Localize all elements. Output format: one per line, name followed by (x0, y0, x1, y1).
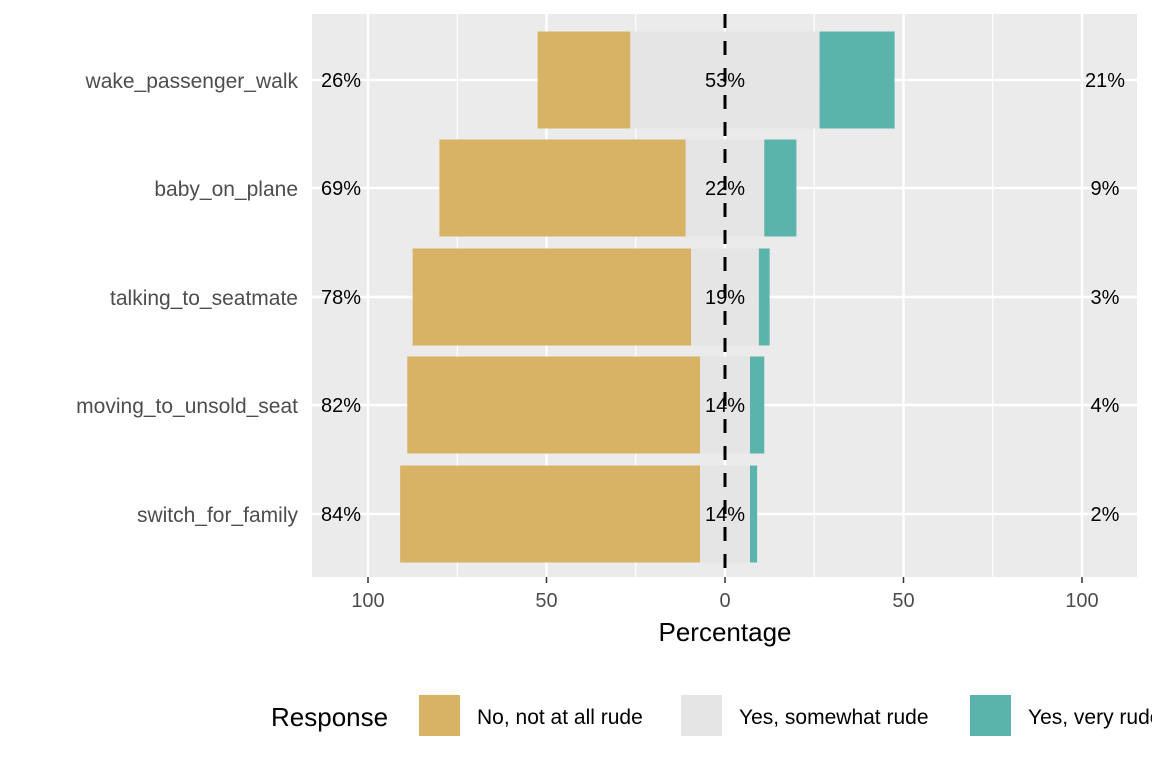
category-label: moving_to_unsold_seat (76, 395, 298, 418)
bar-no-not-rude (412, 248, 692, 346)
bars (400, 31, 895, 563)
x-tick-label: 100 (1065, 590, 1098, 612)
label-no-not-rude: 26% (321, 70, 361, 92)
legend-label: Yes, somewhat rude (739, 706, 929, 729)
x-tick-label: 50 (892, 590, 914, 612)
label-very-rude: 3% (1091, 287, 1120, 309)
percent-labels: 26% 53% 21% 69% 22% 9% 78% 19% 3% 82% 14% 4% 84% 14% 2… (321, 70, 1125, 526)
label-very-rude: 21% (1085, 70, 1125, 92)
label-somewhat-rude: 53% (705, 70, 745, 92)
label-somewhat-rude: 14% (705, 504, 745, 526)
category-label: talking_to_seatmate (110, 287, 298, 310)
label-very-rude: 9% (1091, 178, 1120, 200)
x-axis-title: Percentage (659, 617, 792, 647)
label-very-rude: 4% (1091, 395, 1120, 417)
x-tick-label: 100 (351, 590, 384, 612)
category-labels: wake_passenger_walk baby_on_plane talking_… (76, 70, 298, 527)
legend-key (968, 693, 1013, 738)
label-somewhat-rude: 14% (705, 395, 745, 417)
bar-no-not-rude (400, 465, 701, 563)
label-somewhat-rude: 19% (705, 287, 745, 309)
x-tick-label: 0 (719, 590, 730, 612)
label-very-rude: 2% (1091, 504, 1120, 526)
legend: Response No, not at all rude Yes, somewha… (271, 693, 1152, 738)
legend-key (679, 693, 724, 738)
legend-label: No, not at all rude (477, 706, 643, 729)
category-label: baby_on_plane (154, 178, 298, 201)
label-no-not-rude: 69% (321, 178, 361, 200)
legend-label: Yes, very rude (1028, 706, 1152, 729)
x-tick-labels: 100 50 0 50 100 (351, 577, 1099, 612)
bar-very-rude (749, 356, 765, 454)
bar-no-not-rude (439, 139, 686, 237)
legend-title: Response (271, 702, 388, 732)
label-no-not-rude: 84% (321, 504, 361, 526)
bar-no-not-rude (537, 31, 631, 129)
label-no-not-rude: 78% (321, 287, 361, 309)
bar-very-rude (749, 465, 758, 563)
x-tick-label: 50 (535, 590, 557, 612)
label-somewhat-rude: 22% (705, 178, 745, 200)
category-label: wake_passenger_walk (85, 70, 299, 93)
legend-key (417, 693, 462, 738)
bar-very-rude (819, 31, 895, 129)
label-no-not-rude: 82% (321, 395, 361, 417)
bar-very-rude (764, 139, 797, 237)
bar-no-not-rude (407, 356, 701, 454)
bar-very-rude (758, 248, 770, 346)
category-label: switch_for_family (137, 504, 299, 527)
